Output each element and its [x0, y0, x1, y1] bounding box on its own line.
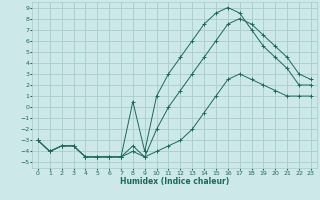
X-axis label: Humidex (Indice chaleur): Humidex (Indice chaleur): [120, 177, 229, 186]
